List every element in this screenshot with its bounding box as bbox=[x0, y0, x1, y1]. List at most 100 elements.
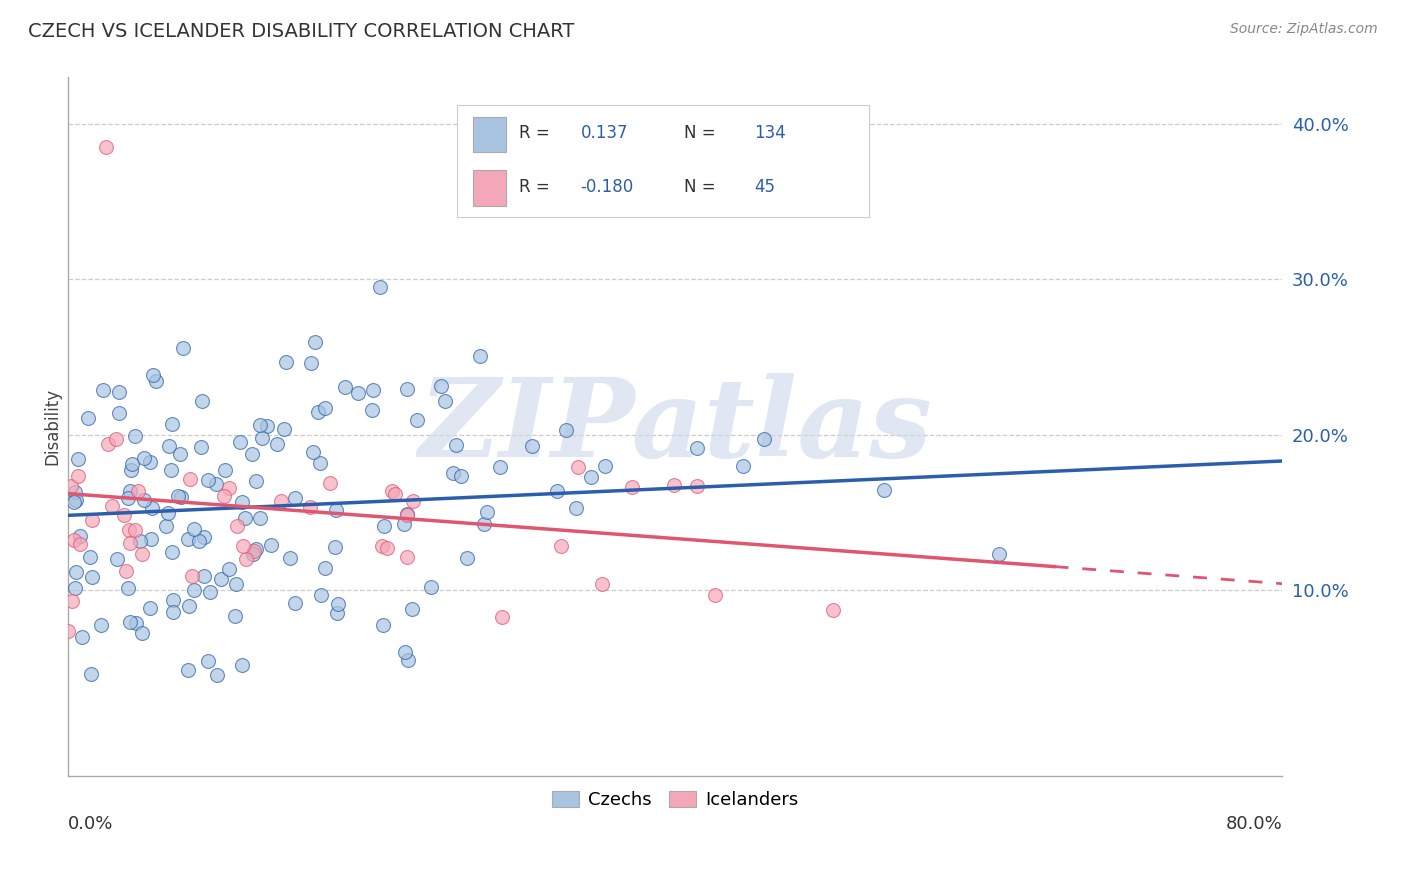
Point bbox=[489, 460, 512, 475]
Point bbox=[554, 423, 576, 437]
Point bbox=[167, 490, 190, 504]
Point bbox=[67, 451, 90, 466]
Point bbox=[65, 565, 87, 579]
Point bbox=[266, 437, 288, 451]
Point bbox=[314, 560, 336, 574]
Point bbox=[187, 534, 209, 549]
Point bbox=[392, 517, 415, 532]
Point bbox=[686, 479, 709, 493]
Point bbox=[105, 552, 128, 566]
Y-axis label: Disability: Disability bbox=[44, 388, 60, 466]
Point bbox=[381, 483, 404, 498]
Point bbox=[325, 502, 347, 516]
Point bbox=[214, 463, 236, 477]
Point bbox=[56, 624, 79, 638]
Point bbox=[193, 569, 215, 583]
Point bbox=[69, 537, 91, 551]
Point bbox=[114, 508, 136, 522]
Point bbox=[375, 541, 398, 555]
Point bbox=[117, 581, 139, 595]
Point bbox=[120, 463, 142, 477]
Point bbox=[170, 490, 193, 504]
Point bbox=[733, 458, 755, 473]
Point bbox=[373, 518, 395, 533]
Point bbox=[69, 529, 91, 543]
Point bbox=[299, 356, 322, 370]
Point bbox=[197, 654, 219, 668]
Point bbox=[169, 447, 191, 461]
Point bbox=[323, 540, 346, 554]
Point bbox=[90, 617, 112, 632]
Point bbox=[249, 417, 271, 432]
Point bbox=[157, 438, 180, 452]
Text: CZECH VS ICELANDER DISABILITY CORRELATION CHART: CZECH VS ICELANDER DISABILITY CORRELATIO… bbox=[28, 22, 575, 41]
Point bbox=[361, 403, 384, 417]
Point bbox=[311, 588, 333, 602]
Point bbox=[141, 368, 163, 382]
Point bbox=[209, 573, 232, 587]
Point bbox=[550, 539, 572, 553]
Point bbox=[301, 445, 323, 459]
Point bbox=[250, 431, 273, 445]
Point bbox=[243, 544, 266, 558]
Point bbox=[276, 355, 298, 369]
Text: ZIPatlas: ZIPatlas bbox=[418, 373, 932, 481]
Point bbox=[62, 495, 84, 509]
Point bbox=[547, 484, 569, 499]
Point bbox=[456, 551, 478, 566]
Point bbox=[114, 564, 136, 578]
Point bbox=[212, 489, 235, 503]
Point bbox=[65, 492, 87, 507]
Point bbox=[82, 570, 104, 584]
Point bbox=[104, 432, 127, 446]
Point bbox=[229, 435, 252, 450]
Point bbox=[593, 458, 616, 473]
Point bbox=[172, 341, 194, 355]
Point bbox=[686, 441, 709, 455]
Point bbox=[567, 460, 589, 475]
Point bbox=[232, 539, 254, 553]
Point bbox=[179, 599, 201, 613]
Point bbox=[193, 530, 215, 544]
Point bbox=[821, 603, 844, 617]
Point bbox=[218, 481, 240, 495]
Point bbox=[118, 536, 141, 550]
Point bbox=[326, 606, 349, 620]
Point bbox=[160, 417, 183, 431]
Point bbox=[231, 495, 253, 509]
Point bbox=[79, 549, 101, 564]
Point bbox=[240, 447, 263, 461]
Point bbox=[401, 602, 423, 616]
Point bbox=[60, 594, 83, 608]
Point bbox=[284, 491, 307, 506]
Point bbox=[472, 516, 495, 531]
Point bbox=[139, 455, 162, 469]
Point bbox=[59, 479, 82, 493]
Point bbox=[475, 505, 498, 519]
Point bbox=[131, 547, 153, 561]
Point bbox=[231, 657, 253, 672]
Point bbox=[754, 432, 776, 446]
Point bbox=[197, 473, 219, 487]
Point bbox=[335, 379, 357, 393]
Point bbox=[304, 335, 326, 350]
Point bbox=[249, 511, 271, 525]
Point bbox=[373, 617, 395, 632]
Point bbox=[139, 532, 162, 546]
Point bbox=[468, 349, 491, 363]
Point bbox=[141, 501, 163, 516]
Point bbox=[145, 374, 167, 388]
Point bbox=[181, 569, 204, 583]
Point bbox=[419, 580, 441, 594]
Point bbox=[233, 510, 256, 524]
Point bbox=[190, 440, 212, 454]
Point bbox=[396, 508, 419, 523]
Point bbox=[314, 401, 336, 415]
Point bbox=[319, 476, 342, 491]
Point bbox=[662, 478, 685, 492]
Point bbox=[94, 140, 117, 154]
Point bbox=[131, 625, 153, 640]
Point bbox=[121, 457, 143, 471]
Point bbox=[402, 493, 425, 508]
Point bbox=[225, 577, 247, 591]
